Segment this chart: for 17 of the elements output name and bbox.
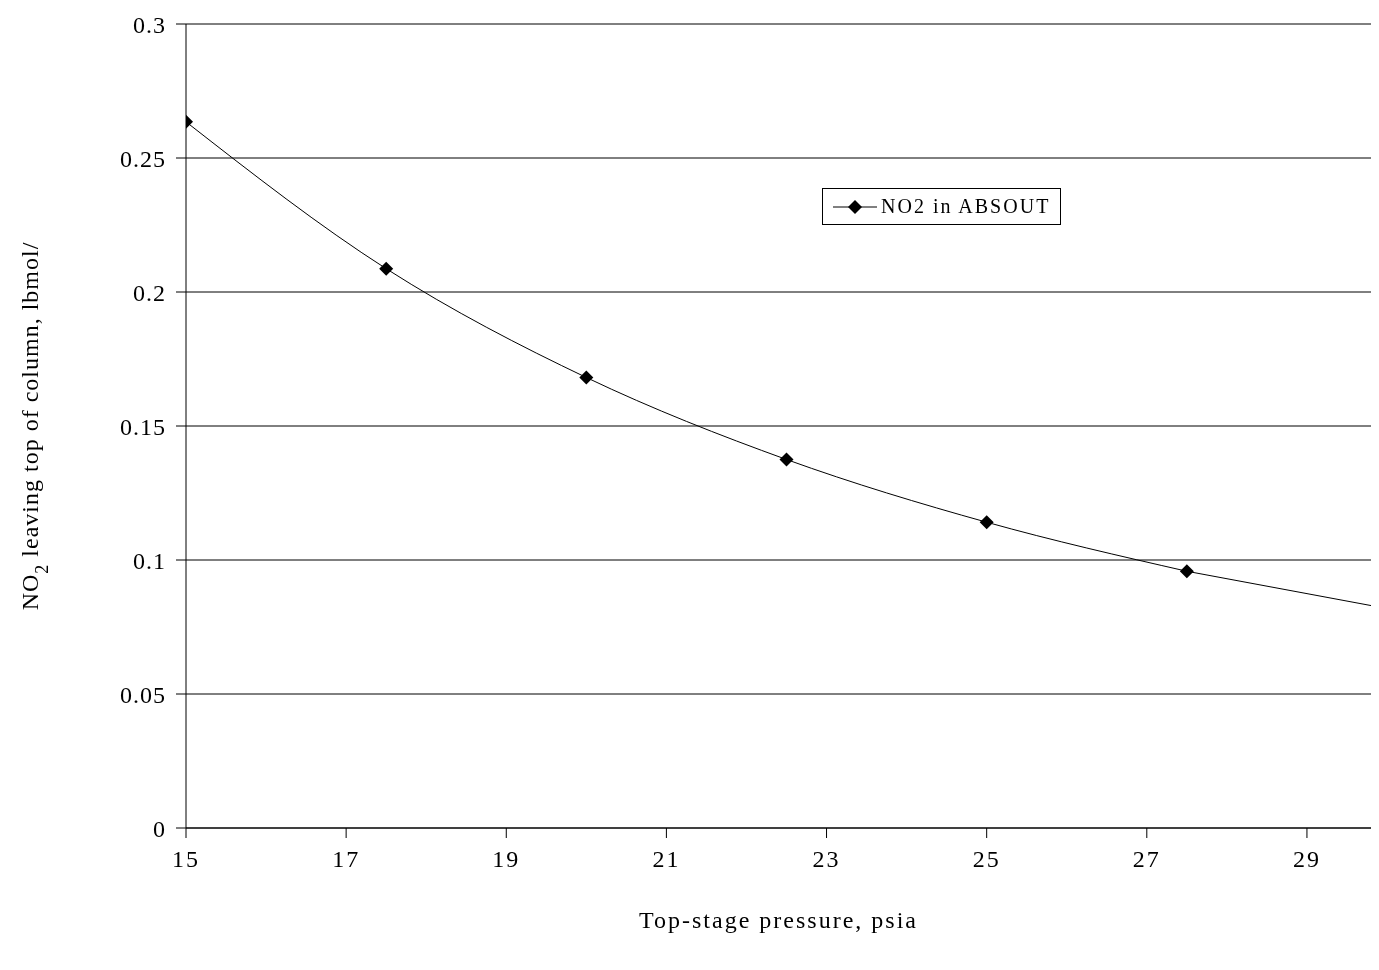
y-tick-label: 0.1 bbox=[133, 547, 166, 574]
y-tick-label: 0.05 bbox=[120, 681, 166, 708]
y-tick-label: 0.25 bbox=[120, 145, 166, 172]
x-tick-label: 29 bbox=[1292, 846, 1321, 873]
x-tick-label: 15 bbox=[172, 846, 200, 873]
x-tick-label: 23 bbox=[812, 846, 841, 873]
x-tick-label: 17 bbox=[332, 846, 361, 873]
x-tick-label: 21 bbox=[652, 846, 681, 873]
y-tick-label: 0 bbox=[153, 815, 166, 842]
x-tick-label: 25 bbox=[972, 846, 1001, 873]
legend-label: NO2 in ABSOUT bbox=[881, 195, 1051, 218]
x-tick-label: 27 bbox=[1132, 846, 1161, 873]
x-tick-label: 19 bbox=[492, 846, 521, 873]
x-axis-title: Top-stage pressure, psia bbox=[639, 907, 918, 933]
y-tick-label: 0.2 bbox=[133, 279, 166, 306]
y-tick-label: 0.15 bbox=[120, 413, 166, 440]
y-tick-label: 0.3 bbox=[133, 11, 166, 38]
